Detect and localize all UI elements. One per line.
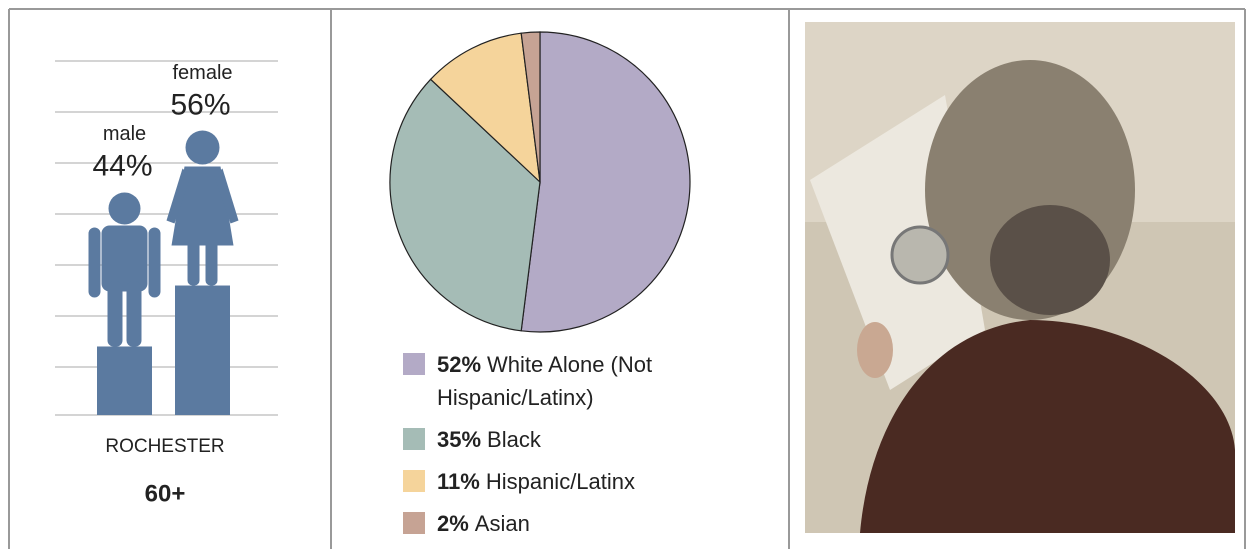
icon-leg bbox=[187, 240, 200, 286]
legend-swatch bbox=[403, 353, 425, 375]
age-label: 60+ bbox=[145, 480, 186, 507]
icon-dress bbox=[171, 166, 234, 246]
pie-slice bbox=[429, 32, 541, 184]
legend-item: 11% Hispanic/Latinx bbox=[403, 465, 723, 498]
decor-lines bbox=[55, 60, 278, 416]
icon-arm bbox=[214, 168, 239, 224]
legend: 52% White Alone (Not Hispanic/Latinx) 35% B… bbox=[403, 348, 723, 549]
icon-leg bbox=[205, 240, 218, 286]
legend-text: 2% Asian bbox=[437, 507, 530, 540]
pie-slice bbox=[389, 78, 541, 332]
legend-text: 52% White Alone (Not Hispanic/Latinx) bbox=[437, 348, 723, 414]
value-label: 56% bbox=[170, 88, 230, 121]
value-label: 44% bbox=[92, 149, 152, 182]
bar bbox=[97, 346, 152, 415]
legend-swatch bbox=[403, 512, 425, 534]
pie-slice bbox=[520, 31, 691, 333]
legend-text: 35% Black bbox=[437, 423, 541, 456]
bar bbox=[175, 285, 230, 415]
legend-item: 2% Asian bbox=[403, 507, 723, 540]
legend-value: 35% bbox=[437, 427, 482, 452]
person-icon bbox=[88, 192, 161, 347]
category-label: male bbox=[103, 123, 146, 145]
person-icon bbox=[166, 130, 239, 286]
icon-arm bbox=[88, 227, 101, 298]
icon-torso bbox=[101, 225, 148, 292]
icon-arm bbox=[148, 227, 161, 298]
location-label: ROCHESTER bbox=[105, 436, 224, 457]
pie-slice bbox=[520, 31, 541, 183]
legend-value: 11% bbox=[437, 469, 480, 494]
photo bbox=[805, 22, 1235, 533]
legend-item: 52% White Alone (Not Hispanic/Latinx) bbox=[403, 348, 723, 414]
legend-label: Hispanic/Latinx bbox=[485, 469, 636, 494]
legend-text: 11% Hispanic/Latinx bbox=[437, 465, 635, 498]
legend-swatch bbox=[403, 470, 425, 492]
icon-head bbox=[185, 130, 220, 165]
legend-swatch bbox=[403, 428, 425, 450]
icon-arm bbox=[166, 168, 191, 224]
panel-frame bbox=[8, 8, 1246, 549]
legend-value: 2% bbox=[437, 511, 469, 536]
legend-item: 35% Black bbox=[403, 423, 723, 456]
legend-value: 52% bbox=[437, 352, 482, 377]
legend-label: White Alone (Not Hispanic/Latinx) bbox=[437, 352, 653, 410]
legend-label: Asian bbox=[474, 511, 530, 536]
category-label: female bbox=[172, 62, 232, 84]
icon-head bbox=[108, 192, 141, 225]
icon-leg bbox=[126, 281, 142, 347]
legend-label: Black bbox=[487, 427, 541, 452]
icon-leg bbox=[107, 281, 123, 347]
